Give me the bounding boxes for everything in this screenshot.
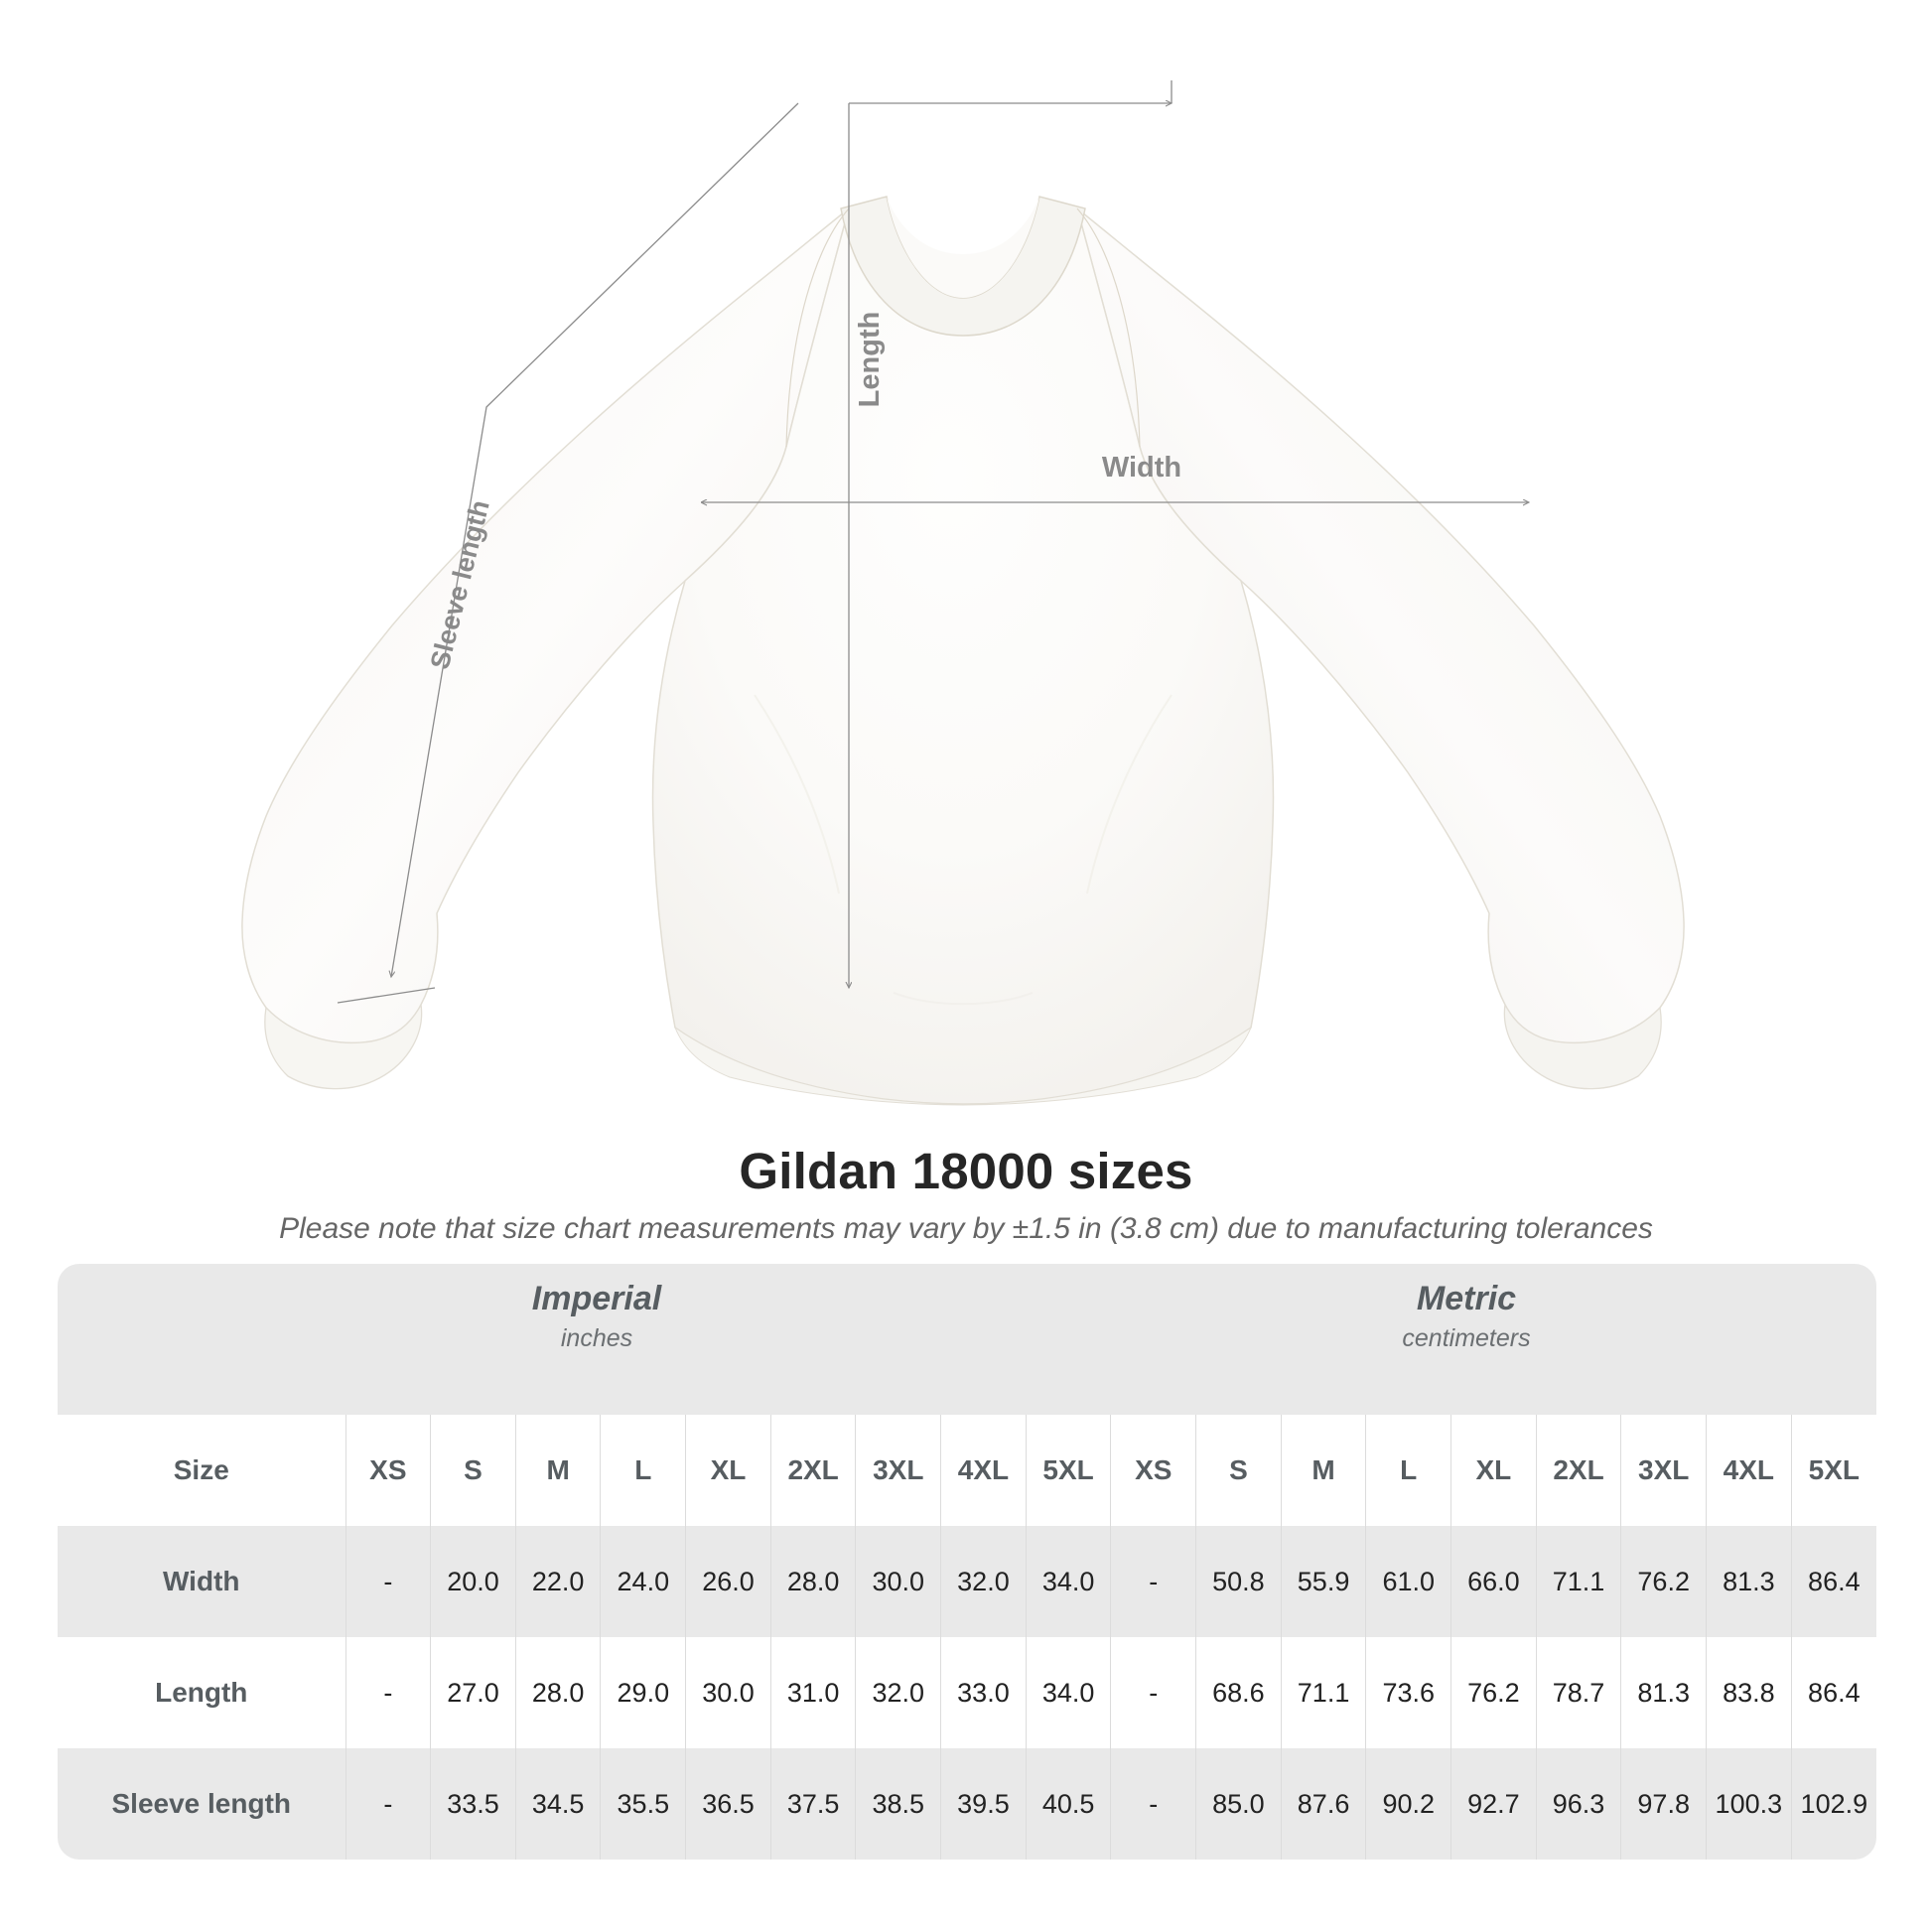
svg-text:Width: Width	[1102, 452, 1181, 483]
svg-text:Sleeve length: Sleeve length	[425, 497, 495, 672]
svg-text:Length: Length	[854, 312, 886, 408]
